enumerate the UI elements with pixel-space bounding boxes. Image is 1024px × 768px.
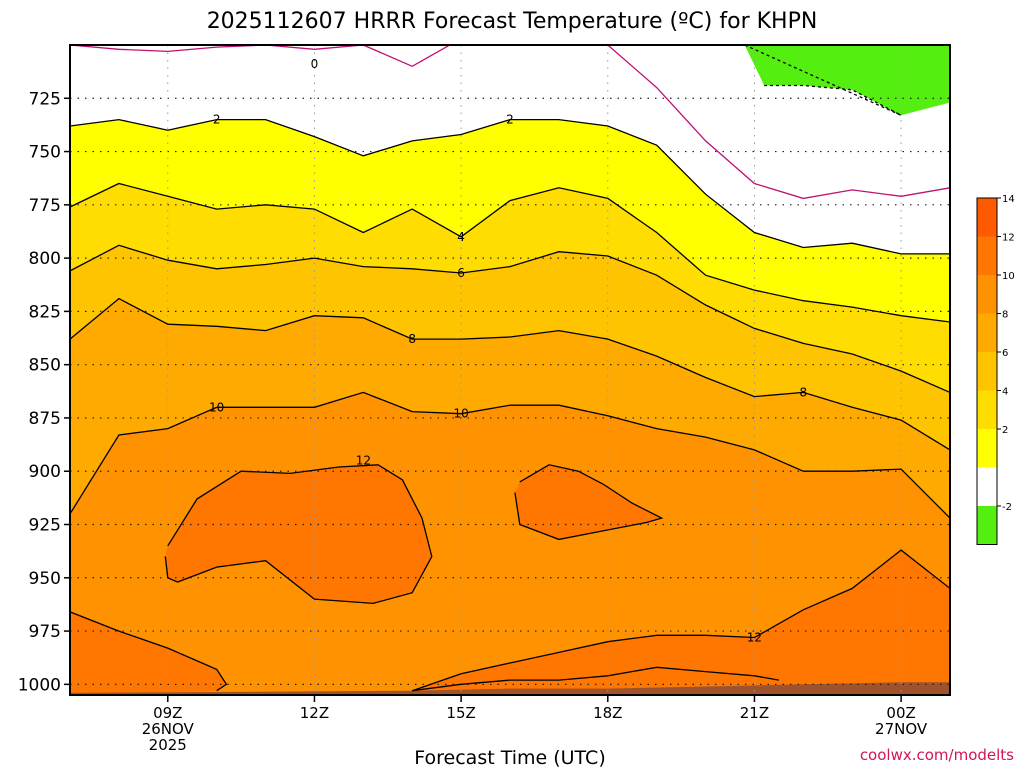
colorbar-tick-label: -2 <box>1002 502 1012 513</box>
y-axis: 725 750 775 800 825 850 875 900 925 950 975 1000 <box>18 89 70 695</box>
x-tick-label: 12Z <box>300 704 329 722</box>
x-tick-label: 09Z <box>153 704 182 722</box>
colorbar-swatch <box>977 352 997 391</box>
colorbar-tick-label: 8 <box>1002 310 1008 321</box>
contour-label: 12 <box>747 630 762 644</box>
isotherm-2 <box>70 118 950 255</box>
colorbar-swatch <box>977 275 997 314</box>
y-tick-label: 725 <box>29 89 61 109</box>
colorbar-swatch <box>977 198 997 237</box>
x-tick-label: 26NOV <box>142 720 195 738</box>
y-tick-label: 975 <box>29 622 61 642</box>
isotherm-6 <box>70 244 950 393</box>
y-tick-label: 950 <box>29 569 61 589</box>
colorbar: -2 2 4 6 8 10 12 14 <box>976 194 1015 545</box>
contour-label: 12 <box>356 454 371 468</box>
contour-label: 4 <box>457 230 465 244</box>
contour-labels: 0 2 2 4 6 8 8 10 10 12 12 <box>209 57 807 644</box>
isotherm-14 <box>412 666 780 692</box>
band-12-cell-a <box>165 464 432 604</box>
x-tick-label: 21Z <box>740 704 769 722</box>
isotherm-12 <box>411 549 950 692</box>
isotherm-4 <box>70 182 950 323</box>
isotherm-12 <box>514 464 664 541</box>
colorbar-swatch <box>977 313 997 352</box>
y-tick-label: 850 <box>29 356 61 376</box>
contour-label: 6 <box>457 266 465 280</box>
band-12-left <box>70 611 227 695</box>
band-below-zero <box>744 45 950 116</box>
y-tick-label: 875 <box>29 409 61 429</box>
colorbar-tick-label: 14 <box>1002 194 1015 205</box>
band-10-12 <box>70 392 950 695</box>
plot-area <box>70 45 950 695</box>
x-tick-label: 2025 <box>149 736 187 754</box>
y-tick-label: 900 <box>29 462 61 482</box>
ground-surface <box>70 682 950 695</box>
colorbar-tick-label: 10 <box>1002 271 1015 282</box>
contour-label: 8 <box>800 385 808 399</box>
colorbar-tick-label: 12 <box>1002 233 1015 244</box>
contour-label: 2 <box>213 113 221 127</box>
y-tick-label: 925 <box>29 516 61 536</box>
credit-link[interactable]: coolwx.com/modelts <box>860 746 1014 764</box>
y-tick-label: 825 <box>29 302 61 322</box>
contour-label: 0 <box>311 57 319 71</box>
colorbar-tick-label: 4 <box>1002 387 1008 398</box>
plot-frame <box>69 44 951 696</box>
y-tick-label: 750 <box>29 143 61 163</box>
x-tick-label: 18Z <box>593 704 622 722</box>
colorbar-tick-label: 6 <box>1002 348 1008 359</box>
band-12-right <box>412 550 950 695</box>
colorbar-swatch <box>977 390 997 429</box>
chart-title: 2025112607 HRRR Forecast Temperature (ºC… <box>207 9 818 34</box>
y-tick-label: 800 <box>29 249 61 269</box>
isotherm-0 <box>70 45 950 200</box>
x-tick-label: 27NOV <box>875 720 928 738</box>
x-tick-label: 00Z <box>886 704 915 722</box>
contour-lines <box>70 45 950 692</box>
contour-label: 8 <box>408 332 416 346</box>
isotherm-10 <box>70 391 950 519</box>
band-12-cell-b <box>514 464 662 540</box>
contour-label: 10 <box>209 400 224 414</box>
colorbar-tick-label: 2 <box>1002 425 1008 436</box>
colorbar-swatch <box>977 236 997 275</box>
colorbar-swatch <box>977 429 997 468</box>
isotherm-12 <box>70 611 228 692</box>
contour-label: 10 <box>453 407 468 421</box>
colorbar-frame <box>976 197 998 545</box>
x-axis-label: Forecast Time (UTC) <box>414 747 605 768</box>
x-tick-label: 15Z <box>446 704 475 722</box>
isotherm-minus-2 <box>744 45 902 116</box>
isotherm-12 <box>164 464 433 605</box>
isotherm-8 <box>70 297 950 451</box>
contour-label: 2 <box>506 113 514 127</box>
y-tick-label: 775 <box>29 196 61 216</box>
colorbar-swatch <box>977 506 997 545</box>
colorbar-swatch <box>977 467 997 506</box>
y-tick-label: 1000 <box>18 675 61 695</box>
